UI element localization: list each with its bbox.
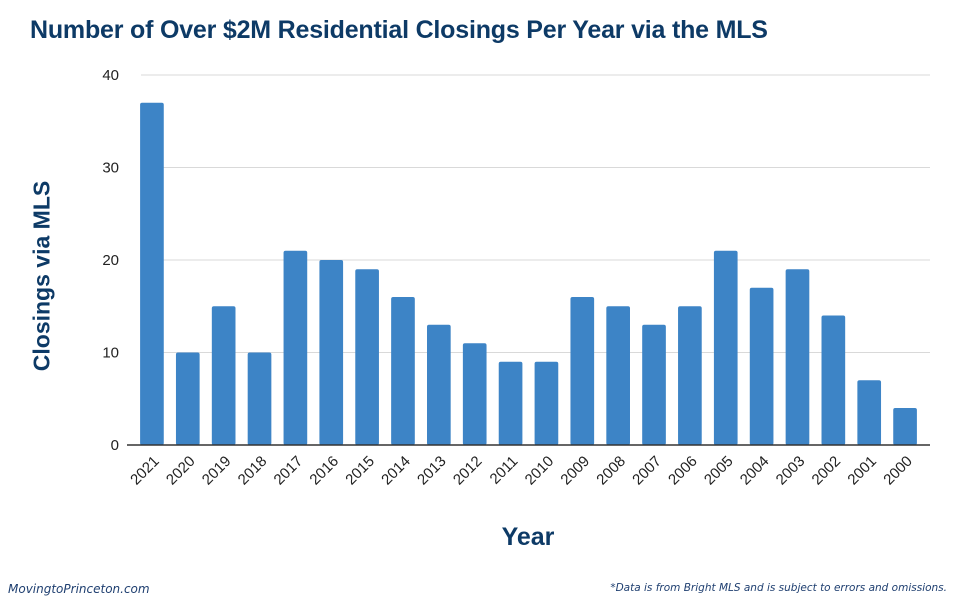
x-tick-label: 2016 xyxy=(306,453,342,489)
x-tick-label: 2019 xyxy=(199,453,235,489)
x-axis-label: Year xyxy=(501,523,555,551)
bar-2018 xyxy=(247,352,272,445)
x-tick-label: 2003 xyxy=(773,453,809,489)
y-tick-label: 30 xyxy=(102,160,119,177)
x-tick-label: 2002 xyxy=(809,453,845,489)
x-tick-label: 2014 xyxy=(378,453,414,489)
bar-2015 xyxy=(355,269,379,445)
bar-2016 xyxy=(319,260,344,445)
y-tick-label: 20 xyxy=(102,252,119,269)
bar-2006 xyxy=(678,306,702,445)
bar-2011 xyxy=(498,361,523,445)
footer-website: MovingtoPrinceton.com xyxy=(8,582,150,596)
bar-2009 xyxy=(570,297,595,445)
x-tick-label: 2009 xyxy=(558,453,594,489)
bar-2014 xyxy=(391,297,415,445)
x-axis-ticks: 2021 2020 2019 2018 2017 2016 2015 2014 2013 2012… xyxy=(127,453,916,489)
bar-2000 xyxy=(893,408,917,445)
x-tick-label: 2008 xyxy=(593,453,629,489)
x-tick-label: 2000 xyxy=(880,453,916,489)
bar-2012 xyxy=(462,343,487,445)
x-tick-label: 2010 xyxy=(522,453,558,489)
x-tick-label: 2020 xyxy=(163,453,199,489)
footer-disclaimer: *Data is from Bright MLS and is subject … xyxy=(610,582,947,594)
x-tick-label: 2001 xyxy=(844,453,880,489)
bar-2007 xyxy=(642,324,666,445)
bar-2003 xyxy=(785,269,810,445)
bar-2002 xyxy=(821,315,846,445)
bar-2005 xyxy=(713,250,738,445)
x-tick-label: 2012 xyxy=(450,453,486,489)
x-tick-label: 2011 xyxy=(487,453,522,488)
x-tick-label: 2015 xyxy=(342,453,378,489)
x-tick-label: 2007 xyxy=(629,453,665,489)
x-tick-label: 2013 xyxy=(414,453,450,489)
bar-2004 xyxy=(749,287,774,445)
bar-2020 xyxy=(175,352,200,445)
y-axis-label: Closings via MLS xyxy=(28,180,55,372)
bar-2017 xyxy=(283,250,308,445)
bars xyxy=(140,102,917,445)
y-tick-label: 40 xyxy=(102,67,119,84)
bar-2010 xyxy=(534,361,559,445)
bar-2008 xyxy=(606,306,630,445)
y-axis-ticks: 0 10 20 30 40 xyxy=(102,67,119,454)
bar-2021 xyxy=(140,102,164,445)
x-tick-label: 2018 xyxy=(235,453,271,489)
chart-title: Number of Over $2M Residential Closings … xyxy=(30,16,768,44)
x-tick-label: 2021 xyxy=(127,453,163,489)
bar-2001 xyxy=(857,380,882,445)
gridlines xyxy=(141,74,930,353)
x-tick-label: 2006 xyxy=(665,453,701,489)
y-tick-label: 0 xyxy=(111,437,119,454)
bar-2019 xyxy=(211,306,236,445)
x-tick-label: 2005 xyxy=(701,453,737,489)
x-tick-label: 2017 xyxy=(271,453,307,489)
x-tick-label: 2004 xyxy=(737,453,773,489)
y-tick-label: 10 xyxy=(102,345,119,362)
bar-2013 xyxy=(427,324,451,445)
